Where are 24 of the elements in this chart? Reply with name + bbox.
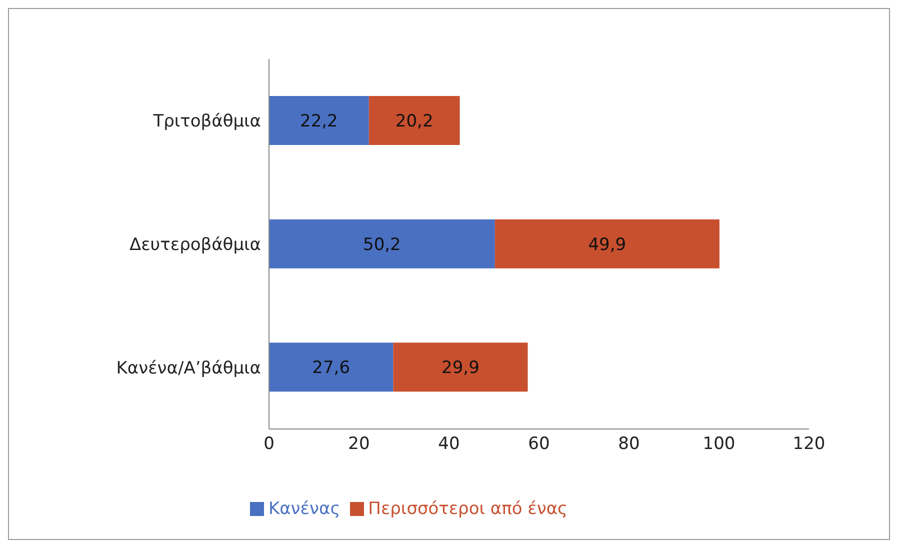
data-label: 27,6 [312, 358, 350, 378]
x-tick-label: 20 [348, 434, 370, 454]
data-label: 50,2 [363, 234, 401, 255]
x-tick-label: 80 [618, 434, 640, 454]
legend-label: Περισσότεροι από ένας [368, 499, 568, 519]
bar [494, 219, 720, 268]
bar [269, 342, 394, 392]
bar [269, 219, 495, 268]
y-tick-label: Τριτοβάθμια [152, 112, 261, 132]
y-tick-label: Κανένα/Α’βάθμια [116, 358, 261, 378]
x-tick-label: 60 [528, 434, 550, 454]
data-label: 20,2 [395, 112, 434, 132]
x-tick-label: 120 [792, 434, 826, 454]
bar [368, 96, 460, 145]
data-label: 49,9 [588, 234, 626, 255]
y-tick-label: Δευτεροβάθμια [129, 235, 261, 256]
bar [393, 342, 528, 392]
data-label: 22,2 [300, 112, 338, 132]
bar [269, 96, 369, 145]
x-tick-label: 0 [264, 434, 274, 454]
x-tick-label: 100 [702, 434, 736, 454]
x-tick-label: 40 [438, 434, 460, 454]
data-label: 29,9 [442, 358, 480, 378]
legend-label: Κανένας [268, 499, 340, 519]
